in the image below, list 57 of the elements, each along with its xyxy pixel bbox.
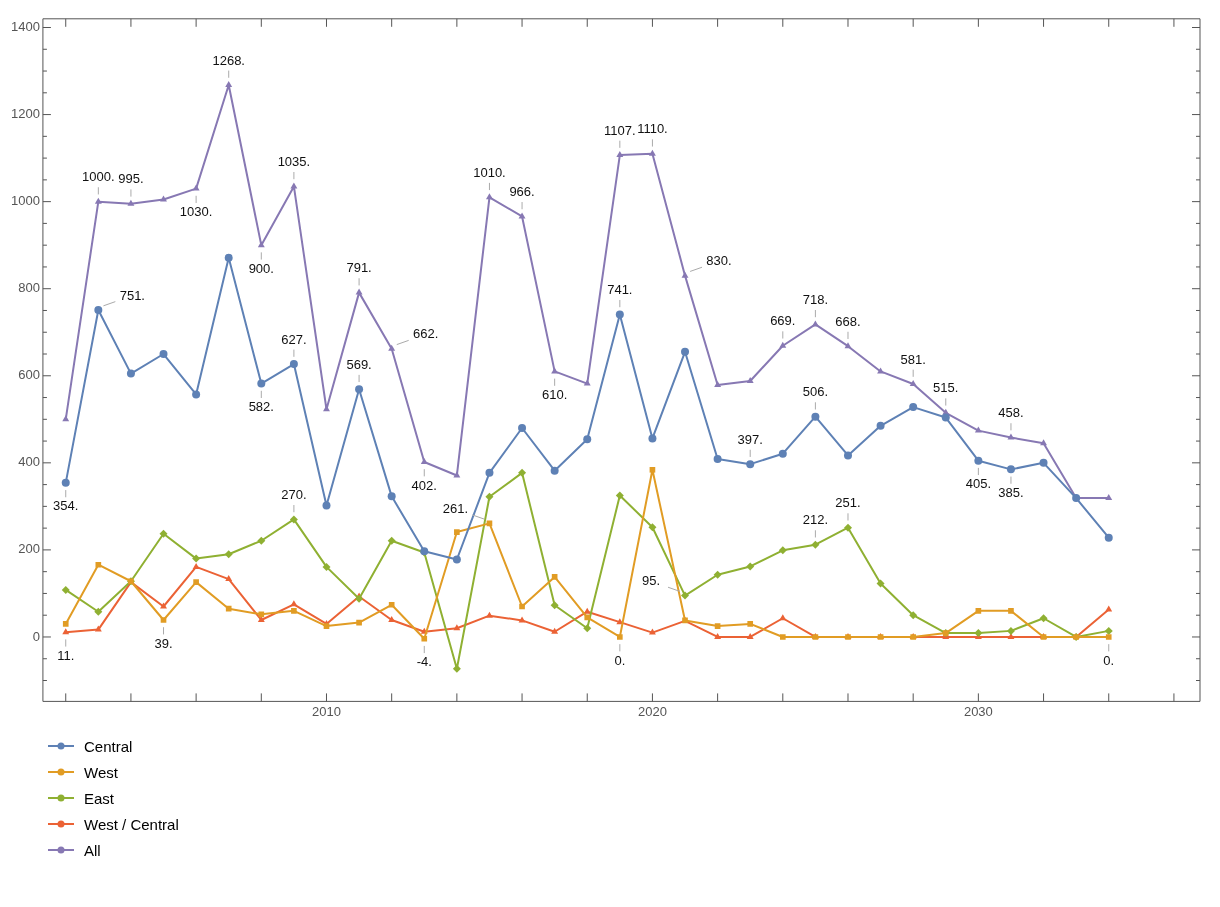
data-label: 397. xyxy=(737,431,763,447)
x-tick-label: 2010 xyxy=(312,703,341,719)
data-label: 741. xyxy=(607,281,633,297)
data-label: 458. xyxy=(998,405,1024,421)
data-label: 610. xyxy=(541,387,568,402)
data-label: 95. xyxy=(641,573,661,589)
data-label: 900. xyxy=(248,260,274,276)
data-label: 405. xyxy=(965,476,992,492)
legend-label: Central xyxy=(84,737,133,755)
x-tick-label: 2020 xyxy=(637,703,667,719)
data-label: 627. xyxy=(281,331,307,347)
data-label: 506. xyxy=(802,384,829,400)
y-tick-label: 400 xyxy=(18,454,40,470)
data-label: 11. xyxy=(57,647,75,663)
data-label: 662. xyxy=(413,326,439,342)
x-tick-label: 2030 xyxy=(963,703,993,719)
data-label: 1107. xyxy=(604,122,636,138)
y-tick-label: 0 xyxy=(32,628,40,644)
y-tick-label: 600 xyxy=(18,367,40,383)
data-label: 1035. xyxy=(277,153,311,169)
legend-label: All xyxy=(84,841,101,859)
data-label: 1000. xyxy=(82,169,115,185)
legend-label: East xyxy=(84,789,115,807)
data-label: 1110. xyxy=(637,121,668,137)
data-label: 1268. xyxy=(212,52,245,68)
y-tick-label: 200 xyxy=(18,541,40,557)
data-label: 569. xyxy=(346,356,372,372)
y-tick-label: 800 xyxy=(18,280,40,296)
legend-label: West xyxy=(84,763,118,781)
data-label: 995. xyxy=(118,171,144,187)
data-label: 668. xyxy=(835,313,861,329)
data-label: -4. xyxy=(416,654,432,670)
data-label: 791. xyxy=(346,260,372,276)
y-tick-label: 1000 xyxy=(11,193,40,209)
data-label: 582. xyxy=(248,399,274,415)
y-tick-label: 1200 xyxy=(11,106,40,122)
data-label: 0. xyxy=(1103,652,1115,668)
data-label: 581. xyxy=(900,351,926,367)
data-label: 261. xyxy=(442,500,469,516)
legend-label: West / Central xyxy=(84,815,179,833)
data-label: 212. xyxy=(802,512,829,528)
data-label: 0. xyxy=(614,652,626,668)
data-label: 251. xyxy=(835,495,861,511)
data-label: 1010. xyxy=(473,164,506,180)
data-label: 830. xyxy=(706,253,732,269)
y-tick-label: 1400 xyxy=(11,19,40,35)
data-label: 402. xyxy=(411,477,437,493)
data-label: 354. xyxy=(53,498,79,514)
data-label: 385. xyxy=(998,484,1024,500)
data-label: 39. xyxy=(154,635,173,651)
data-label: 718. xyxy=(802,291,829,307)
data-label: 966. xyxy=(509,184,535,200)
data-label: 270. xyxy=(281,487,307,503)
data-label: 515. xyxy=(933,380,959,396)
data-label: 669. xyxy=(770,313,796,329)
data-label: 1030. xyxy=(179,204,213,220)
data-label: 751. xyxy=(119,287,145,303)
